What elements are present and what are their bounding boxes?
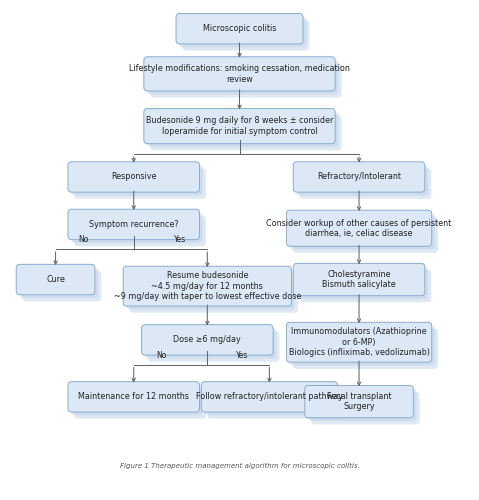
FancyBboxPatch shape [305,386,413,418]
FancyBboxPatch shape [286,322,432,362]
FancyBboxPatch shape [147,60,338,94]
Text: Lifestyle modifications: smoking cessation, medication
review: Lifestyle modifications: smoking cessati… [129,64,350,84]
FancyBboxPatch shape [74,168,206,199]
FancyBboxPatch shape [68,209,199,240]
Text: Figure 1 Therapeutic management algorithm for microscopic colitis.: Figure 1 Therapeutic management algorith… [120,462,359,469]
Text: Fecal transplant
Surgery: Fecal transplant Surgery [327,392,391,411]
FancyBboxPatch shape [205,385,341,416]
FancyBboxPatch shape [74,216,206,246]
FancyBboxPatch shape [182,20,309,50]
FancyBboxPatch shape [68,382,199,412]
FancyBboxPatch shape [300,270,431,302]
Text: No: No [156,351,167,360]
FancyBboxPatch shape [290,214,435,250]
FancyBboxPatch shape [147,112,338,147]
FancyBboxPatch shape [20,268,98,298]
Text: Cholestyramine
Bismuth salicylate: Cholestyramine Bismuth salicylate [322,270,396,289]
Text: Cure: Cure [46,275,65,284]
FancyBboxPatch shape [176,14,303,44]
Text: Microscopic colitis: Microscopic colitis [203,24,276,33]
FancyBboxPatch shape [293,264,425,296]
FancyBboxPatch shape [293,162,425,192]
Text: Consider workup of other causes of persistent
diarrhea, ie, celiac disease: Consider workup of other causes of persi… [266,218,452,238]
FancyBboxPatch shape [311,392,420,424]
FancyBboxPatch shape [68,162,199,192]
FancyBboxPatch shape [297,266,428,299]
Text: Budesonide 9 mg daily for 8 weeks ± consider
loperamide for initial symptom cont: Budesonide 9 mg daily for 8 weeks ± cons… [146,116,333,136]
FancyBboxPatch shape [150,64,342,98]
FancyBboxPatch shape [293,329,438,369]
Text: Yes: Yes [173,236,186,244]
FancyBboxPatch shape [16,264,95,294]
FancyBboxPatch shape [144,108,335,144]
FancyBboxPatch shape [300,168,431,199]
FancyBboxPatch shape [286,210,432,246]
FancyBboxPatch shape [71,212,203,243]
Text: Yes: Yes [236,351,248,360]
FancyBboxPatch shape [71,385,203,416]
FancyBboxPatch shape [179,17,306,48]
FancyBboxPatch shape [144,57,335,91]
FancyBboxPatch shape [297,165,428,196]
FancyBboxPatch shape [123,266,291,306]
Text: Follow refractory/intolerant pathway: Follow refractory/intolerant pathway [196,392,343,402]
FancyBboxPatch shape [148,332,280,362]
FancyBboxPatch shape [23,271,102,302]
FancyBboxPatch shape [145,328,276,358]
Text: Dose ≥6 mg/day: Dose ≥6 mg/day [173,336,241,344]
Text: Symptom recurrence?: Symptom recurrence? [89,220,179,229]
FancyBboxPatch shape [130,273,298,313]
FancyBboxPatch shape [150,115,342,150]
FancyBboxPatch shape [142,324,273,355]
FancyBboxPatch shape [126,270,295,310]
FancyBboxPatch shape [208,388,344,418]
Text: Responsive: Responsive [111,172,157,182]
Text: Immunomodulators (Azathioprine
or 6-MP)
Biologics (infliximab, vedolizumab): Immunomodulators (Azathioprine or 6-MP) … [288,328,430,357]
FancyBboxPatch shape [290,326,435,366]
Text: Maintenance for 12 months: Maintenance for 12 months [78,392,189,402]
Text: No: No [78,236,88,244]
FancyBboxPatch shape [201,382,337,412]
FancyBboxPatch shape [74,388,206,418]
FancyBboxPatch shape [308,389,417,421]
FancyBboxPatch shape [71,165,203,196]
Text: Refractory/Intolerant: Refractory/Intolerant [317,172,401,182]
FancyBboxPatch shape [293,217,438,253]
Text: Resume budesonide
~4.5 mg/day for 12 months
~9 mg/day with taper to lowest effec: Resume budesonide ~4.5 mg/day for 12 mon… [114,272,301,301]
